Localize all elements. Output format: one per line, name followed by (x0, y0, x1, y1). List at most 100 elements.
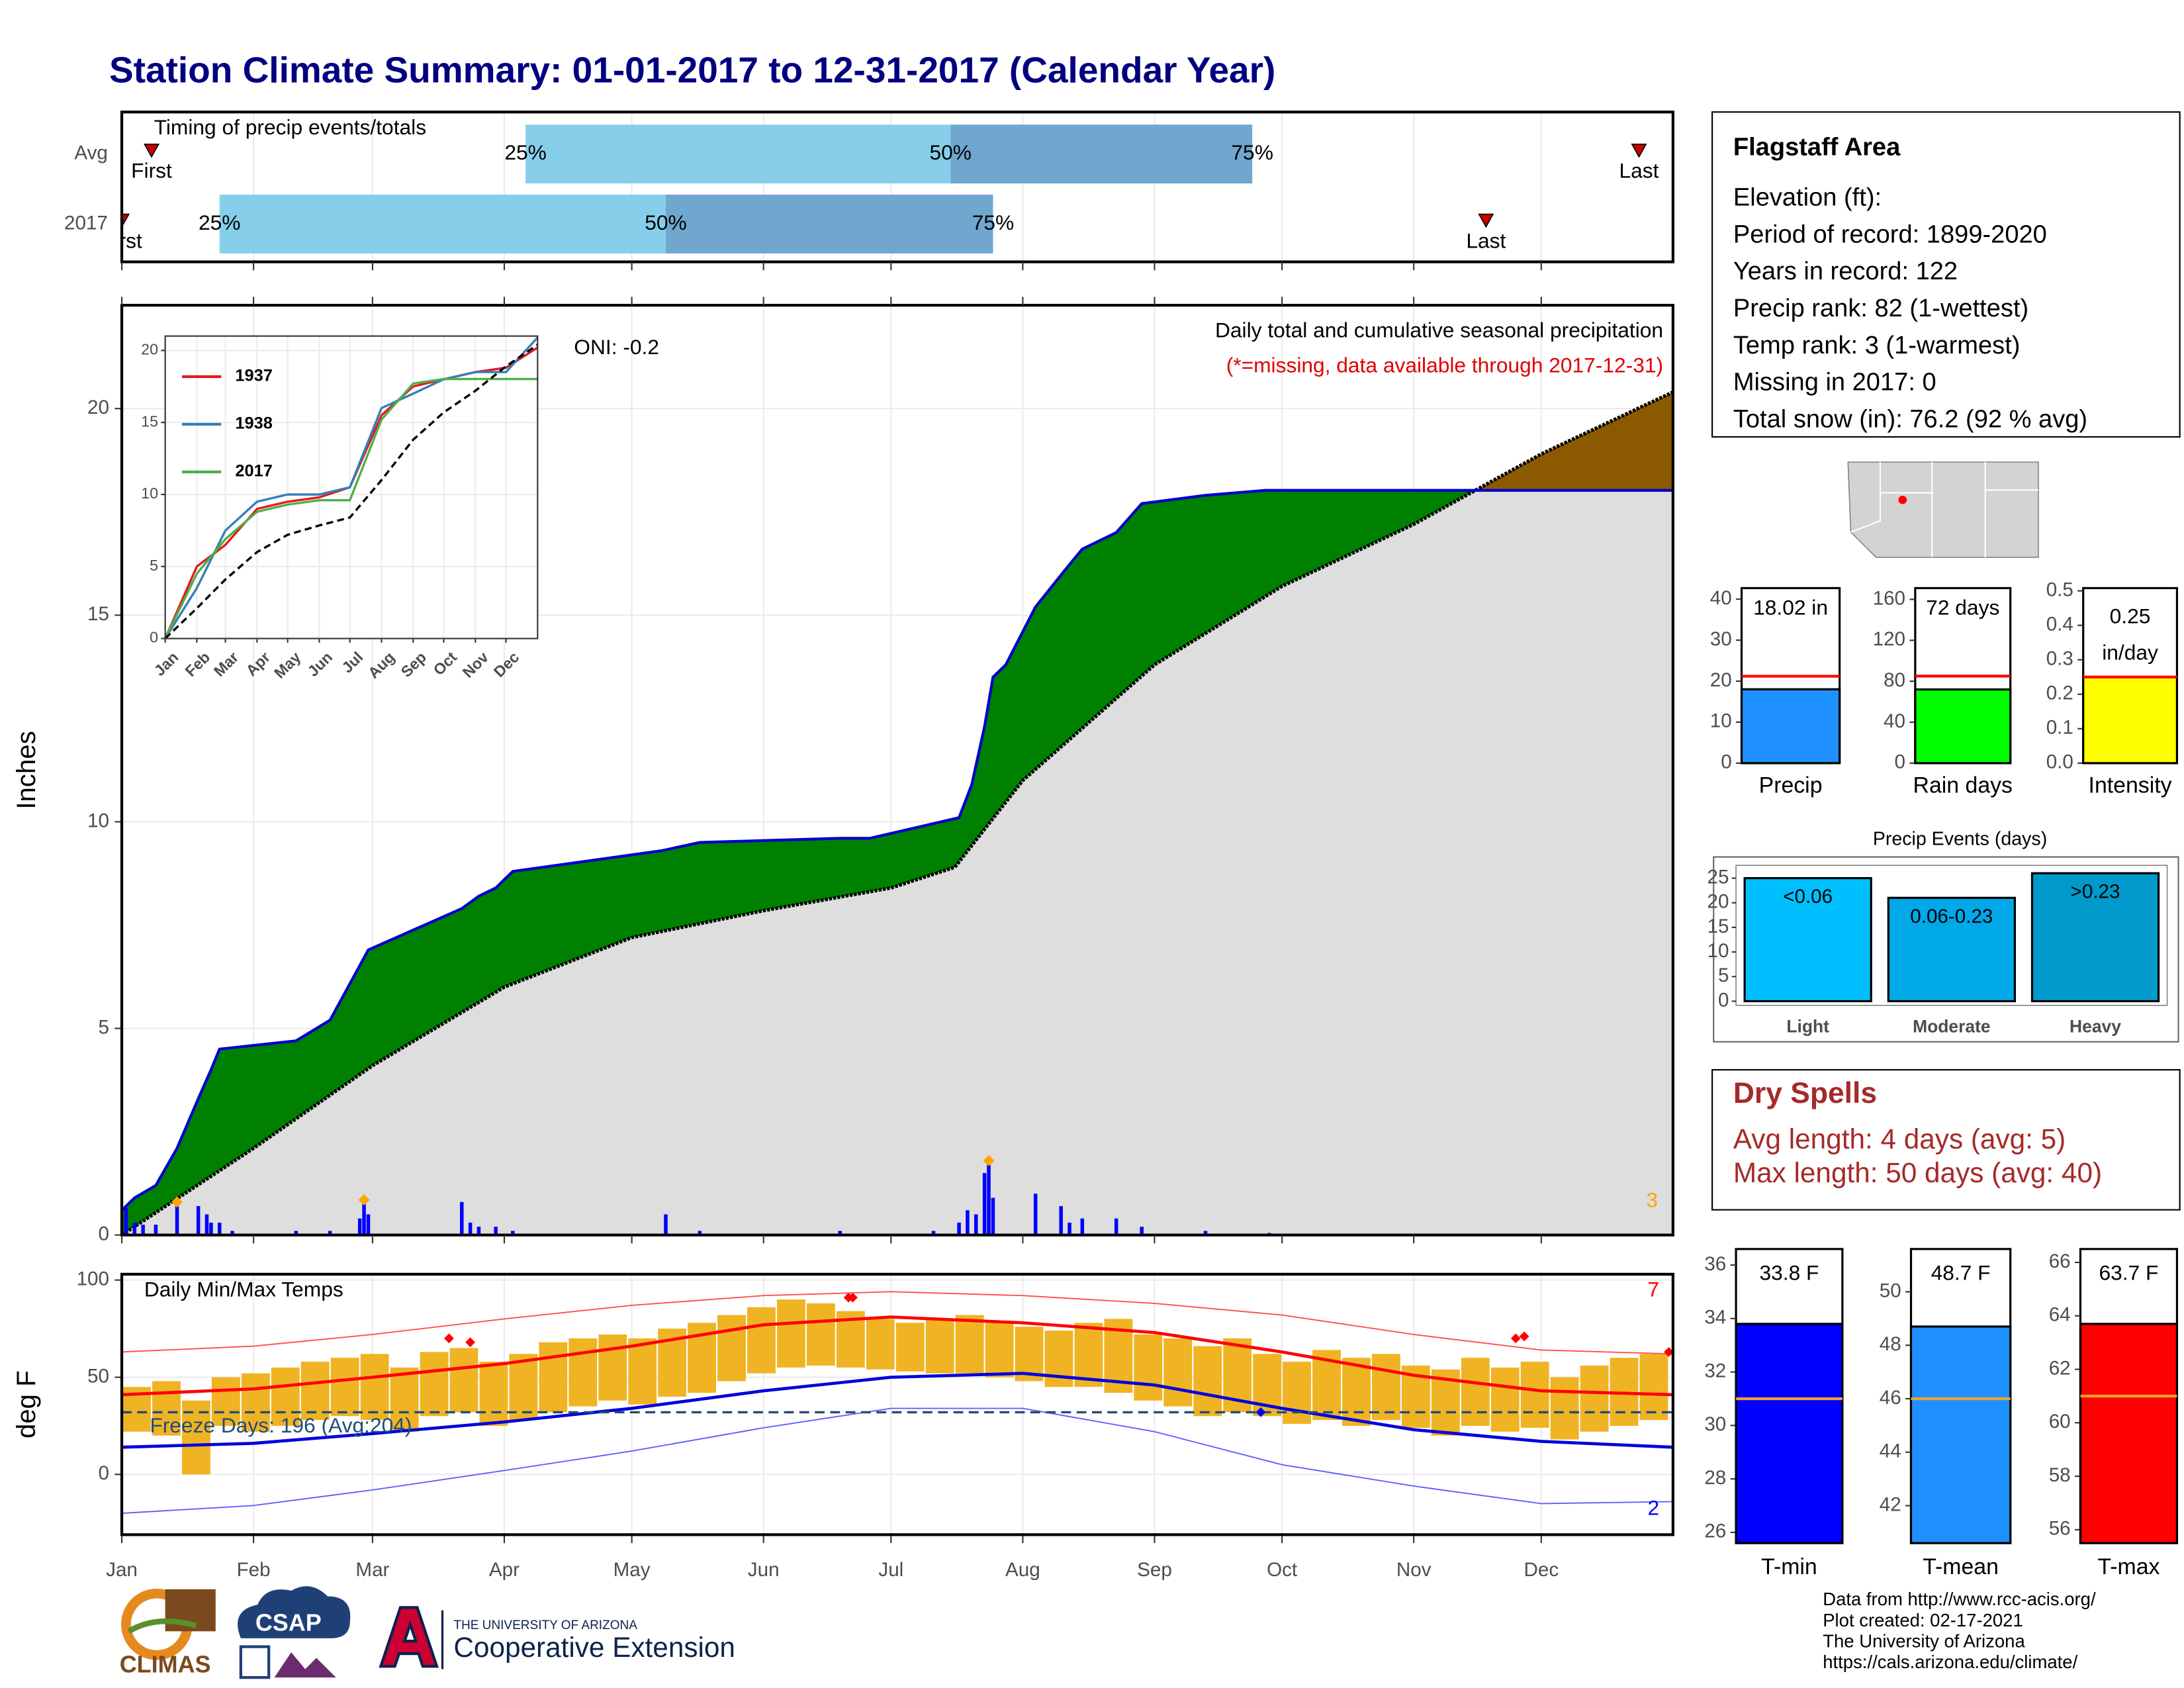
temp-range-bar (420, 1352, 449, 1417)
x-tick-label: May (614, 1559, 651, 1581)
temperature-plot (122, 1274, 1673, 1535)
temp-range-bar (777, 1299, 805, 1368)
bar (1743, 877, 1872, 1003)
y-tick-label: 0 (1721, 751, 1731, 773)
quartile-bar (525, 124, 951, 184)
university-text: THE UNIVERSITY OF ARIZONA (453, 1618, 637, 1632)
temp-range-bar (449, 1348, 478, 1413)
temp-range-bar (985, 1323, 1014, 1378)
daily-bar (1068, 1222, 1071, 1235)
temp-range-bar (539, 1342, 568, 1413)
station-title: Flagstaff Area (1733, 133, 1901, 161)
y-tick-label: 30 (1710, 628, 1732, 650)
station-line: Temp rank: 3 (1-warmest) (1733, 332, 2021, 359)
event-label: Last (1466, 228, 1506, 252)
dry-spells-box (1711, 1069, 2181, 1211)
daily-bar (366, 1214, 371, 1235)
y-tick-label: 0 (1895, 751, 1905, 773)
temp-range-bar (1163, 1338, 1193, 1407)
temp-range-bar (211, 1377, 240, 1426)
temp-range-bar (1490, 1367, 1520, 1432)
y-tick-label: 10 (1710, 710, 1732, 732)
daily-bar (205, 1214, 209, 1235)
average-line (164, 344, 539, 639)
y-tick-label: 26 (1704, 1521, 1726, 1542)
daily-bar (957, 1222, 961, 1235)
y-tick-label: 64 (2049, 1304, 2071, 1326)
dry-spells-line: Max length: 50 days (avg: 40) (1733, 1157, 2102, 1188)
daily-bar (1080, 1218, 1085, 1235)
category-label: T-min (1761, 1554, 1817, 1579)
y-tick-label: 62 (2049, 1357, 2071, 1379)
temp-range-bar (1342, 1358, 1371, 1426)
temp-range-bar (1372, 1354, 1400, 1421)
inset-background (165, 336, 538, 639)
daily-bar (175, 1201, 179, 1235)
x-tick-label: Sep (1137, 1559, 1172, 1581)
station-line: Elevation (ft): (1733, 183, 1882, 211)
event-label: First (101, 228, 142, 252)
y-tick-label: 0.0 (2046, 751, 2073, 773)
daily-bar (328, 1231, 332, 1235)
y-tick-label: 0.3 (2046, 648, 2073, 670)
temp-range-bar (1074, 1323, 1103, 1387)
x-tick-label: Nov (1396, 1559, 1432, 1581)
y-tick-label: 100 (77, 1268, 109, 1290)
temp-range-bar (806, 1303, 835, 1366)
station-line: Years in record: 122 (1733, 258, 1958, 285)
x-tick-label: Oct (1267, 1559, 1298, 1581)
temp-range-bar (509, 1354, 538, 1421)
y-axis-label: Inches (11, 731, 41, 809)
temp-range-bar (1283, 1362, 1311, 1425)
event-label: First (131, 159, 172, 183)
timing-plot: First Last 25% 50% 75% First Last 25% 50% 75% Timi… (101, 112, 1659, 262)
record-marker (848, 1292, 858, 1303)
daily-bar (987, 1160, 991, 1235)
daily-bar (838, 1231, 842, 1235)
chart-title: Daily total and cumulative seasonal prec… (1215, 318, 1663, 342)
x-tick-label: Jan (106, 1559, 138, 1581)
station-line: Total snow (in): 76.2 (92 % avg) (1733, 406, 2087, 434)
below-both-area (122, 490, 1673, 1235)
event-marker (1631, 144, 1647, 158)
panel-border (120, 304, 1674, 1237)
y-tick-label: 10 (141, 485, 158, 502)
x-tick-label: Jul (878, 1559, 903, 1581)
annotation: ONI: -0.2 (574, 335, 659, 359)
daily-bar (230, 1231, 234, 1235)
value-label: 63.7 F (2099, 1261, 2159, 1286)
y-tick-label: 160 (1873, 587, 1905, 609)
quartile-label: 50% (929, 140, 971, 164)
gauge-bar (1909, 1325, 2012, 1544)
temp-range-bar (1580, 1365, 1609, 1432)
station-box (1711, 111, 2181, 438)
legend-label: 1937 (235, 367, 272, 385)
category-label: Intensity (2089, 773, 2172, 798)
gauge-bar (1740, 688, 1841, 765)
category-label: Rain days (1913, 773, 2013, 798)
row-label: 2017 (64, 212, 108, 234)
y-tick-label: 0.5 (2046, 579, 2073, 600)
temp-range-bar (479, 1362, 508, 1426)
event-label: Last (1619, 159, 1659, 183)
category-label: T-max (2097, 1554, 2160, 1579)
temp-range-bar (717, 1315, 746, 1382)
panel-border (120, 1272, 1674, 1536)
gauge-bar (1735, 1323, 1844, 1544)
y-tick-label: 42 (1880, 1493, 1901, 1515)
daily-bar (511, 1231, 515, 1235)
value-label: 0.25 in/day (2102, 604, 2158, 665)
y-tick-label: 40 (1884, 710, 1905, 732)
temp-range-bar (360, 1354, 389, 1421)
bar (1887, 896, 2016, 1003)
record-low-count: 2 (1647, 1496, 1659, 1520)
dry-spells-line: Avg length: 4 days (avg: 5) (1733, 1123, 2066, 1154)
station-line: Precip rank: 82 (1-wettest) (1733, 295, 2028, 322)
y-tick-label: 0 (150, 629, 158, 646)
temp-range-bar (955, 1315, 984, 1374)
y-tick-label: 15 (87, 603, 109, 625)
daily-bar (217, 1222, 222, 1235)
y-tick-label: 20 (1710, 669, 1732, 691)
y-tick-label: 25 (1707, 866, 1729, 888)
